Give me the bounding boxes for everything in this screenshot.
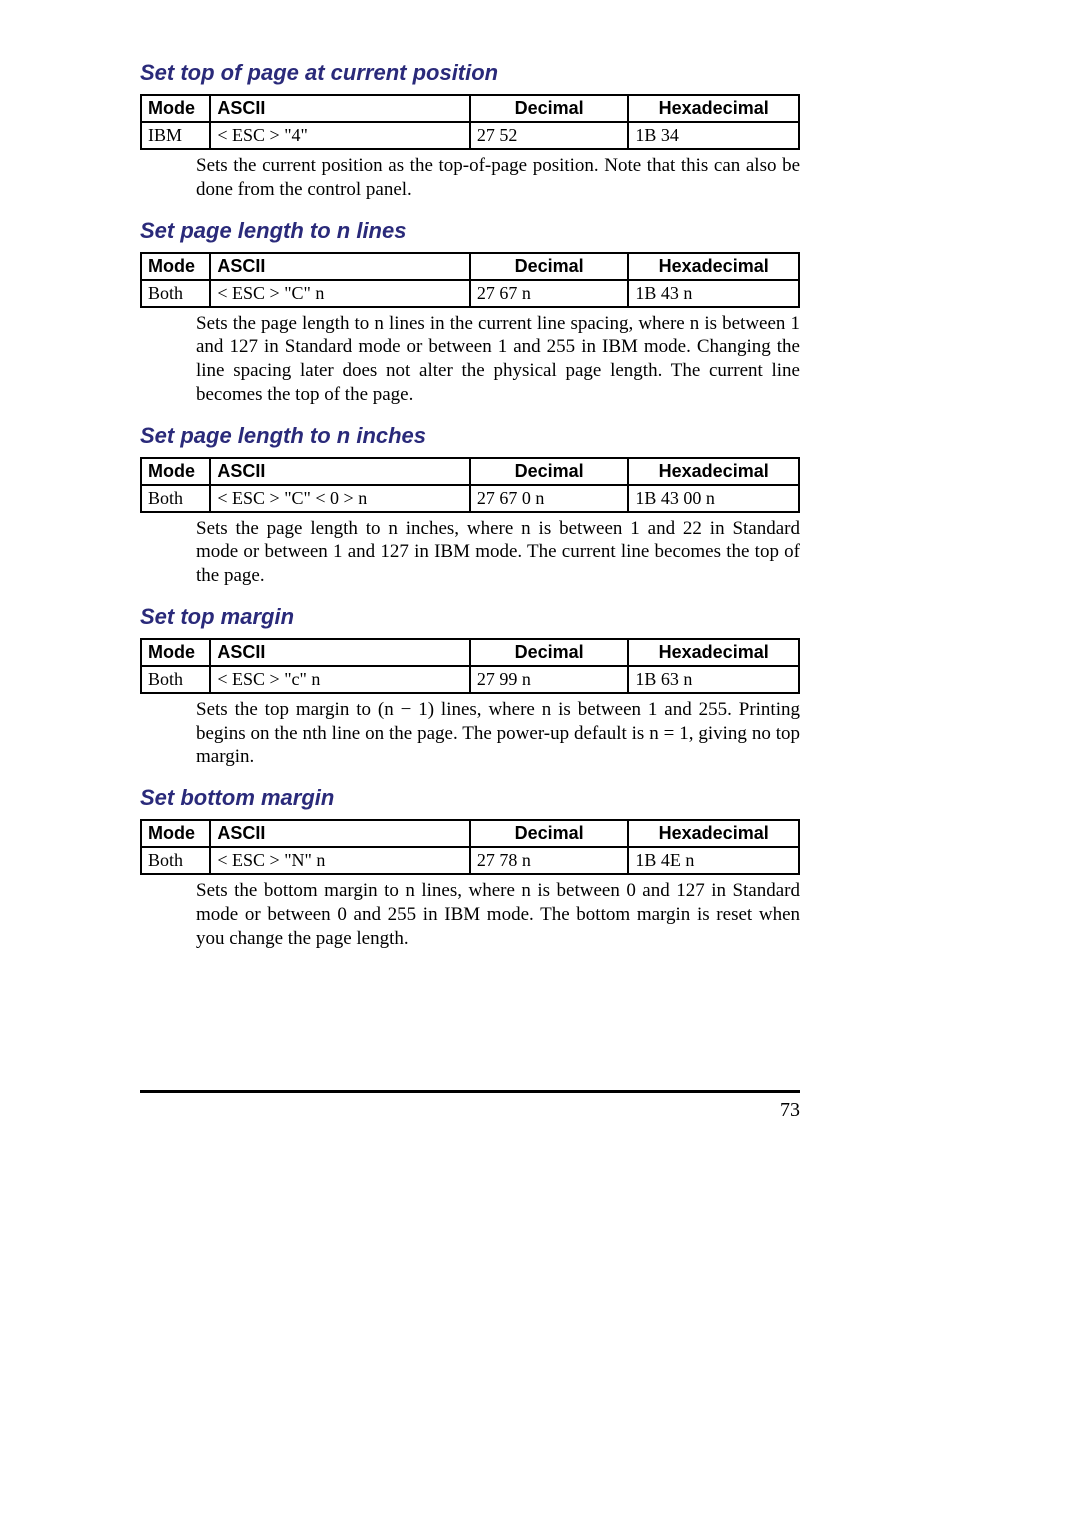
command-table: Mode ASCII Decimal Hexadecimal Both < ES…	[140, 457, 800, 513]
col-mode: Mode	[141, 458, 210, 485]
cell-mode: Both	[141, 666, 210, 693]
col-decimal: Decimal	[470, 639, 628, 666]
col-ascii: ASCII	[210, 820, 470, 847]
col-ascii: ASCII	[210, 253, 470, 280]
col-mode: Mode	[141, 639, 210, 666]
table-row: Both < ESC > "C" < 0 > n 27 67 0 n 1B 43…	[141, 485, 799, 512]
table-row: Both < ESC > "c" n 27 99 n 1B 63 n	[141, 666, 799, 693]
cell-mode: Both	[141, 280, 210, 307]
description-text: Sets the bottom margin to n lines, where…	[196, 879, 800, 950]
col-decimal: Decimal	[470, 820, 628, 847]
cell-hex: 1B 34	[628, 122, 799, 149]
col-hex: Hexadecimal	[628, 639, 799, 666]
description-text: Sets the current position as the top-of-…	[196, 154, 800, 202]
cell-decimal: 27 78 n	[470, 847, 628, 874]
command-table: Mode ASCII Decimal Hexadecimal Both < ES…	[140, 252, 800, 308]
page-content: Set top of page at current position Mode…	[140, 60, 860, 1122]
table-row: Both < ESC > "C" n 27 67 n 1B 43 n	[141, 280, 799, 307]
col-decimal: Decimal	[470, 458, 628, 485]
cell-ascii: < ESC > "N" n	[210, 847, 470, 874]
cell-decimal: 27 52	[470, 122, 628, 149]
cell-mode: Both	[141, 485, 210, 512]
table-row: IBM < ESC > "4" 27 52 1B 34	[141, 122, 799, 149]
page-footer: 73	[140, 1090, 800, 1122]
table-row: Both < ESC > "N" n 27 78 n 1B 4E n	[141, 847, 799, 874]
col-hex: Hexadecimal	[628, 458, 799, 485]
page-number: 73	[780, 1099, 800, 1121]
section-title: Set page length to n lines	[140, 218, 860, 244]
cell-ascii: < ESC > "c" n	[210, 666, 470, 693]
cell-hex: 1B 4E n	[628, 847, 799, 874]
command-table: Mode ASCII Decimal Hexadecimal Both < ES…	[140, 819, 800, 875]
col-mode: Mode	[141, 253, 210, 280]
cell-decimal: 27 67 0 n	[470, 485, 628, 512]
cell-ascii: < ESC > "C" n	[210, 280, 470, 307]
col-decimal: Decimal	[470, 253, 628, 280]
section-title: Set bottom margin	[140, 785, 860, 811]
cell-decimal: 27 99 n	[470, 666, 628, 693]
col-hex: Hexadecimal	[628, 95, 799, 122]
cell-ascii: < ESC > "4"	[210, 122, 470, 149]
cell-ascii: < ESC > "C" < 0 > n	[210, 485, 470, 512]
section-title: Set page length to n inches	[140, 423, 860, 449]
description-text: Sets the page length to n inches, where …	[196, 517, 800, 588]
col-hex: Hexadecimal	[628, 820, 799, 847]
section-title: Set top margin	[140, 604, 860, 630]
description-text: Sets the page length to n lines in the c…	[196, 312, 800, 407]
col-ascii: ASCII	[210, 639, 470, 666]
col-ascii: ASCII	[210, 458, 470, 485]
col-decimal: Decimal	[470, 95, 628, 122]
cell-decimal: 27 67 n	[470, 280, 628, 307]
col-ascii: ASCII	[210, 95, 470, 122]
command-table: Mode ASCII Decimal Hexadecimal Both < ES…	[140, 638, 800, 694]
cell-mode: Both	[141, 847, 210, 874]
cell-hex: 1B 43 n	[628, 280, 799, 307]
col-mode: Mode	[141, 95, 210, 122]
cell-hex: 1B 43 00 n	[628, 485, 799, 512]
cell-hex: 1B 63 n	[628, 666, 799, 693]
command-table: Mode ASCII Decimal Hexadecimal IBM < ESC…	[140, 94, 800, 150]
col-mode: Mode	[141, 820, 210, 847]
description-text: Sets the top margin to (n − 1) lines, wh…	[196, 698, 800, 769]
col-hex: Hexadecimal	[628, 253, 799, 280]
cell-mode: IBM	[141, 122, 210, 149]
section-title: Set top of page at current position	[140, 60, 860, 86]
